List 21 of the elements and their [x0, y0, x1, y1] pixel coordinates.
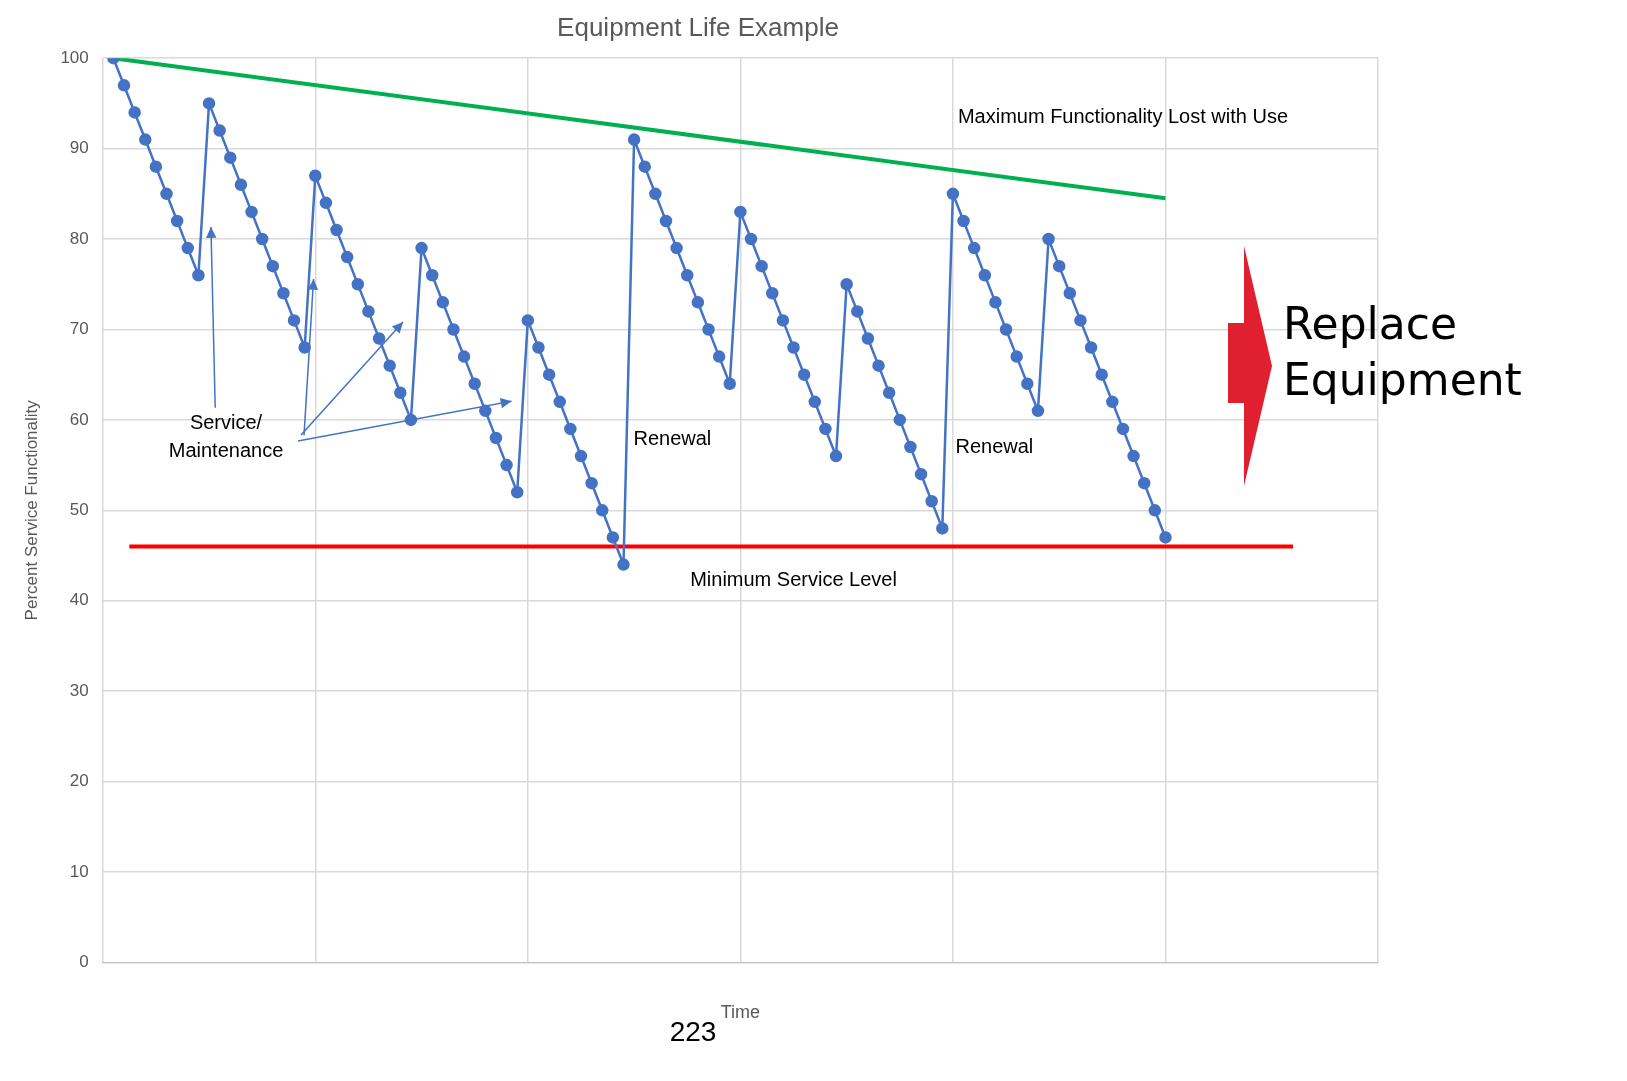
y-tick-label: 10 — [69, 861, 89, 881]
y-tick-label: 20 — [69, 771, 89, 791]
y-tick-label: 60 — [69, 409, 89, 429]
y-tick-label: 40 — [69, 590, 89, 610]
ref-line-label: Minimum Service Level — [690, 568, 897, 591]
x-axis-title: Time — [720, 1002, 761, 1023]
y-tick-label: 90 — [69, 138, 89, 158]
y-tick-label: 50 — [69, 499, 89, 519]
y-tick-label: 70 — [69, 319, 89, 339]
y-tick-label: 80 — [69, 228, 89, 248]
y-tick-label: 0 — [79, 952, 89, 972]
chart-title: Equipment Life Example — [557, 11, 839, 42]
text: Replace Equipment — [1283, 296, 1523, 407]
annotation: Renewal — [955, 434, 1034, 457]
annotation: Service/ Maintenance — [168, 411, 284, 462]
annotation: Maximum Functionality Lost with Use — [957, 105, 1289, 128]
annotation: Renewal — [633, 427, 712, 450]
text: 223 — [669, 1016, 717, 1047]
y-axis-title: Percent Service Functionality — [21, 399, 41, 621]
y-tick-label: 30 — [69, 680, 89, 700]
y-tick-label: 100 — [60, 47, 89, 67]
